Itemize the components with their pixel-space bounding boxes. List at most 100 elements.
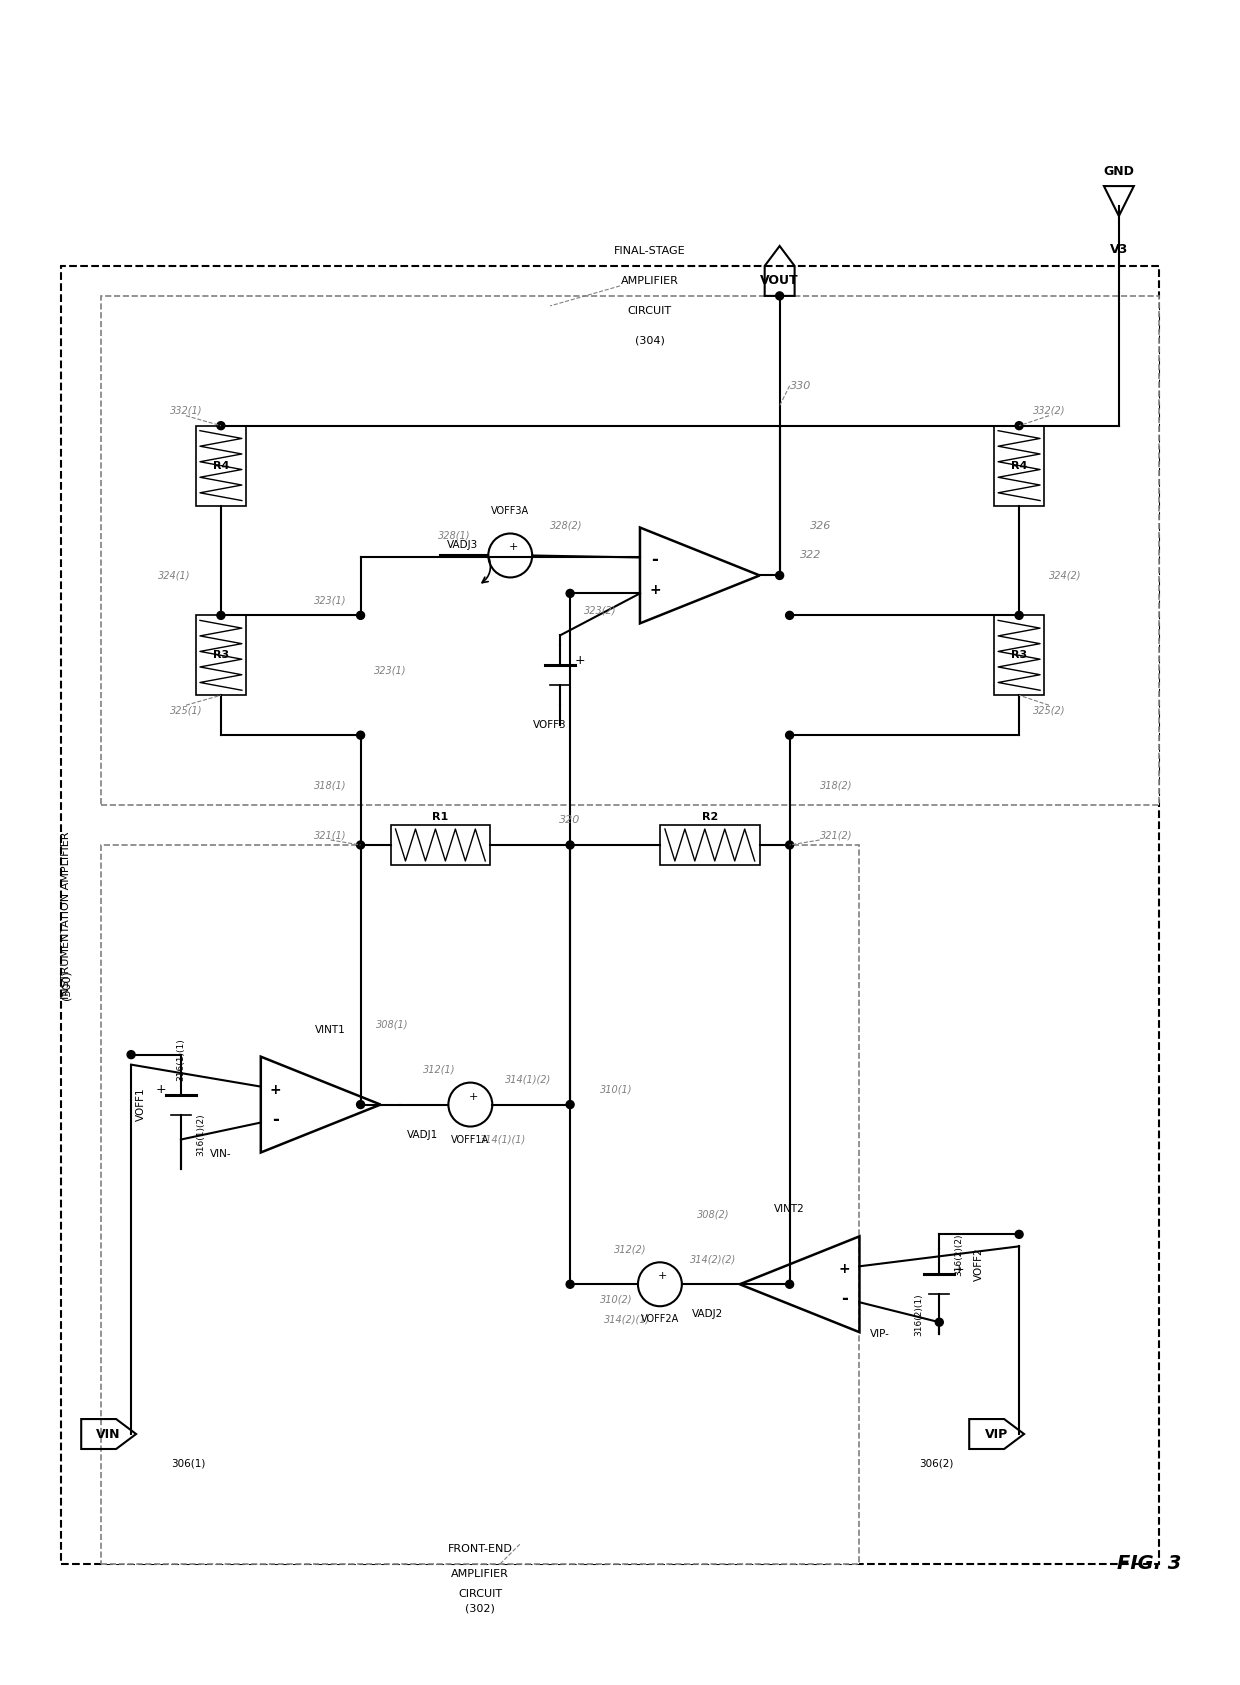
Circle shape bbox=[357, 841, 365, 849]
Circle shape bbox=[567, 841, 574, 849]
Text: 323(1): 323(1) bbox=[374, 666, 407, 676]
Text: 308(2): 308(2) bbox=[697, 1210, 730, 1220]
Circle shape bbox=[776, 571, 784, 580]
Text: VADJ2: VADJ2 bbox=[692, 1309, 723, 1319]
Text: 312(1): 312(1) bbox=[423, 1065, 455, 1075]
Text: 323(1): 323(1) bbox=[315, 595, 347, 605]
Text: 332(2): 332(2) bbox=[1033, 406, 1065, 416]
Text: VINT1: VINT1 bbox=[315, 1024, 346, 1035]
Text: 306(1): 306(1) bbox=[171, 1459, 206, 1469]
Circle shape bbox=[357, 1100, 365, 1109]
Text: +: + bbox=[156, 1083, 166, 1095]
Text: VOUT: VOUT bbox=[760, 275, 799, 288]
FancyBboxPatch shape bbox=[61, 266, 1159, 1564]
Text: 328(1): 328(1) bbox=[438, 531, 470, 541]
Text: -: - bbox=[651, 551, 658, 570]
FancyBboxPatch shape bbox=[102, 844, 859, 1564]
Text: +: + bbox=[658, 1270, 667, 1281]
Text: +: + bbox=[270, 1082, 281, 1097]
Text: 306(2): 306(2) bbox=[919, 1459, 954, 1469]
Text: (300): (300) bbox=[61, 971, 71, 999]
Text: 328(2): 328(2) bbox=[551, 521, 583, 531]
Circle shape bbox=[786, 1281, 794, 1289]
Text: VIP: VIP bbox=[985, 1427, 1008, 1441]
Text: 318(1): 318(1) bbox=[315, 780, 347, 790]
Text: +: + bbox=[838, 1262, 851, 1276]
Text: (302): (302) bbox=[465, 1604, 495, 1614]
Text: VOFF1: VOFF1 bbox=[136, 1089, 146, 1122]
Text: +: + bbox=[575, 654, 585, 667]
Text: FIG. 3: FIG. 3 bbox=[1117, 1554, 1180, 1574]
Text: -: - bbox=[273, 1110, 279, 1129]
Text: 310(2): 310(2) bbox=[600, 1294, 632, 1304]
Text: (304): (304) bbox=[635, 335, 665, 345]
Circle shape bbox=[1016, 612, 1023, 620]
Text: 316(2)(1): 316(2)(1) bbox=[914, 1292, 924, 1336]
Text: R3: R3 bbox=[213, 650, 229, 661]
Text: 321(2): 321(2) bbox=[820, 831, 852, 841]
Text: 321(1): 321(1) bbox=[315, 831, 347, 841]
Text: VOFF2A: VOFF2A bbox=[641, 1314, 680, 1324]
Text: VOFF2: VOFF2 bbox=[975, 1247, 985, 1281]
Circle shape bbox=[935, 1318, 944, 1326]
Text: 318(2): 318(2) bbox=[820, 780, 852, 790]
Circle shape bbox=[128, 1051, 135, 1058]
Text: 322: 322 bbox=[800, 551, 821, 561]
FancyBboxPatch shape bbox=[196, 615, 246, 696]
Text: +: + bbox=[954, 1262, 965, 1276]
Text: VIN: VIN bbox=[95, 1427, 120, 1441]
FancyBboxPatch shape bbox=[102, 297, 1159, 805]
Text: 310(1): 310(1) bbox=[600, 1085, 632, 1095]
Circle shape bbox=[786, 612, 794, 620]
Text: 326: 326 bbox=[810, 521, 831, 531]
Text: +: + bbox=[508, 543, 518, 553]
Text: FINAL-STAGE: FINAL-STAGE bbox=[614, 246, 686, 256]
Text: 330: 330 bbox=[790, 381, 811, 391]
Text: VIN-: VIN- bbox=[210, 1149, 232, 1159]
Text: VOFF3A: VOFF3A bbox=[491, 506, 529, 516]
Text: VADJ1: VADJ1 bbox=[407, 1129, 439, 1139]
Circle shape bbox=[217, 612, 224, 620]
Text: 324(2): 324(2) bbox=[1049, 571, 1081, 580]
FancyBboxPatch shape bbox=[196, 426, 246, 506]
Text: VIP-: VIP- bbox=[869, 1329, 889, 1340]
Text: 314(1)(2): 314(1)(2) bbox=[505, 1075, 552, 1085]
Text: VOFF1A: VOFF1A bbox=[451, 1134, 490, 1144]
Circle shape bbox=[357, 612, 365, 620]
Circle shape bbox=[786, 841, 794, 849]
FancyBboxPatch shape bbox=[994, 615, 1044, 696]
Text: AMPLIFIER: AMPLIFIER bbox=[451, 1569, 510, 1579]
FancyBboxPatch shape bbox=[994, 426, 1044, 506]
Text: 308(1): 308(1) bbox=[376, 1019, 408, 1030]
Circle shape bbox=[567, 1281, 574, 1289]
Text: 324(1): 324(1) bbox=[159, 571, 191, 580]
Text: R1: R1 bbox=[433, 812, 449, 822]
Text: CIRCUIT: CIRCUIT bbox=[627, 307, 672, 315]
Text: 316(1)(1): 316(1)(1) bbox=[176, 1038, 185, 1082]
Circle shape bbox=[1016, 421, 1023, 430]
Text: VOFF3: VOFF3 bbox=[533, 719, 567, 730]
Text: 323(2): 323(2) bbox=[584, 605, 616, 615]
Text: R2: R2 bbox=[702, 812, 718, 822]
Text: 314(2)(1): 314(2)(1) bbox=[604, 1314, 650, 1324]
Circle shape bbox=[567, 590, 574, 598]
Text: -: - bbox=[841, 1291, 848, 1308]
Text: 325(1): 325(1) bbox=[170, 706, 202, 714]
Text: V3: V3 bbox=[1110, 243, 1128, 256]
Text: VINT2: VINT2 bbox=[774, 1205, 805, 1215]
Text: VADJ3: VADJ3 bbox=[448, 541, 479, 551]
Circle shape bbox=[217, 421, 224, 430]
Circle shape bbox=[1016, 1230, 1023, 1238]
Circle shape bbox=[786, 731, 794, 740]
Text: R4: R4 bbox=[213, 460, 229, 470]
Text: AMPLIFIER: AMPLIFIER bbox=[621, 276, 678, 286]
Text: 314(1)(1): 314(1)(1) bbox=[480, 1134, 527, 1144]
Circle shape bbox=[776, 292, 784, 300]
Text: 312(2): 312(2) bbox=[614, 1244, 646, 1254]
Text: +: + bbox=[649, 583, 661, 598]
Text: 316(1)(2): 316(1)(2) bbox=[196, 1114, 205, 1156]
Text: GND: GND bbox=[1104, 165, 1135, 179]
Text: 320: 320 bbox=[559, 816, 580, 826]
Text: INSTRUMENTATION AMPLIFIER: INSTRUMENTATION AMPLIFIER bbox=[61, 831, 71, 999]
Circle shape bbox=[567, 1100, 574, 1109]
